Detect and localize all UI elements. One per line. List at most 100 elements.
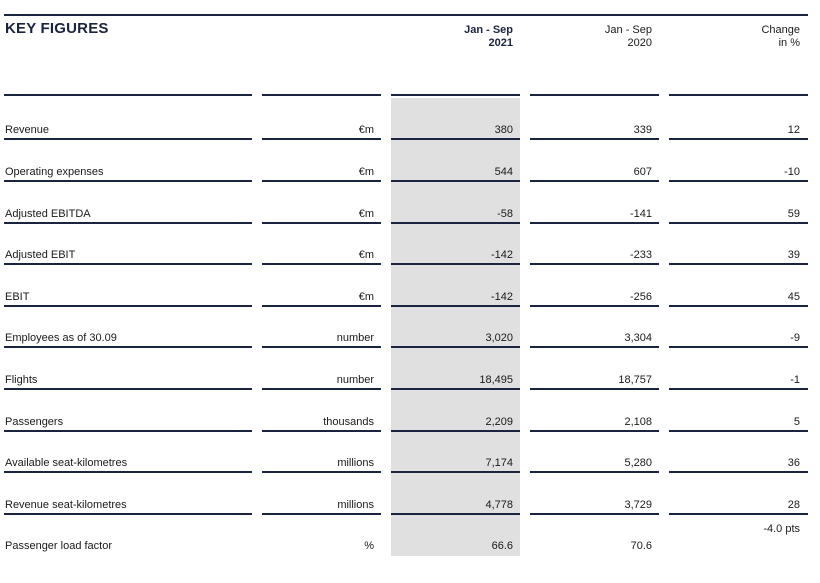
row-rule xyxy=(391,471,520,473)
row-label: Revenue seat-kilometres xyxy=(5,499,127,511)
row-change: 45 xyxy=(787,291,800,303)
row-change: -10 xyxy=(784,166,800,178)
row-rule xyxy=(4,263,252,265)
row-value-2020: -233 xyxy=(629,249,652,261)
row-rule xyxy=(262,430,381,432)
table-row: Employees as of 30.09 number 3,020 3,304… xyxy=(0,331,820,351)
table-row: Adjusted EBITDA €m -58 -141 59 xyxy=(0,207,820,227)
row-unit: number xyxy=(336,332,374,344)
row-rule xyxy=(669,430,808,432)
row-rule xyxy=(530,430,659,432)
row-change: -4.0 pts xyxy=(763,523,800,535)
row-rule xyxy=(262,263,381,265)
row-unit: €m xyxy=(358,291,374,303)
row-rule xyxy=(530,222,659,224)
header-current-line2: 2021 xyxy=(488,37,513,49)
top-rule xyxy=(4,14,808,16)
row-rule xyxy=(4,222,252,224)
row-value-2021: 544 xyxy=(494,166,513,178)
row-rule xyxy=(391,388,520,390)
table-row: Passengers thousands 2,209 2,108 5 xyxy=(0,415,820,435)
row-rule xyxy=(530,263,659,265)
row-change: -1 xyxy=(790,374,800,386)
row-rule xyxy=(262,471,381,473)
row-rule xyxy=(669,222,808,224)
row-rule xyxy=(4,180,252,182)
row-rule xyxy=(4,346,252,348)
row-rule xyxy=(262,388,381,390)
row-change: 36 xyxy=(787,457,800,469)
row-rule xyxy=(391,138,520,140)
row-rule xyxy=(530,305,659,307)
row-value-2021: 66.6 xyxy=(491,540,513,552)
row-label: EBIT xyxy=(5,291,30,303)
row-rule xyxy=(669,388,808,390)
header-rule-current xyxy=(391,94,520,96)
table-row: Revenue seat-kilometres millions 4,778 3… xyxy=(0,498,820,518)
header-previous-period: Jan - Sep 2020 xyxy=(605,24,652,50)
row-value-2021: 18,495 xyxy=(479,374,513,386)
row-label: Employees as of 30.09 xyxy=(5,332,117,344)
row-value-2021: 3,020 xyxy=(485,332,513,344)
row-rule xyxy=(262,513,381,515)
row-rule xyxy=(262,222,381,224)
row-rule xyxy=(4,138,252,140)
row-unit: number xyxy=(336,374,374,386)
row-rule xyxy=(391,180,520,182)
row-rule xyxy=(391,305,520,307)
row-rule xyxy=(391,513,520,515)
row-rule xyxy=(530,346,659,348)
row-label: Revenue xyxy=(5,124,50,136)
current-period-highlight xyxy=(391,98,520,556)
row-change: 59 xyxy=(787,208,800,220)
row-rule xyxy=(530,388,659,390)
row-unit: €m xyxy=(358,249,374,261)
row-label: Passenger load factor xyxy=(5,540,113,552)
row-rule xyxy=(669,346,808,348)
row-value-2020: -256 xyxy=(629,291,652,303)
row-rule xyxy=(262,346,381,348)
row-value-2021: 2,209 xyxy=(485,416,513,428)
row-rule xyxy=(4,388,252,390)
row-rule xyxy=(530,513,659,515)
row-label: Adjusted EBIT xyxy=(5,249,76,261)
row-rule xyxy=(530,471,659,473)
page-title: KEY FIGURES xyxy=(5,20,109,37)
header-change: Change in % xyxy=(761,24,800,50)
row-rule xyxy=(669,138,808,140)
header-rule-unit xyxy=(262,94,381,96)
row-value-2020: 5,280 xyxy=(624,457,652,469)
row-rule xyxy=(391,430,520,432)
row-change: 39 xyxy=(787,249,800,261)
row-unit: €m xyxy=(358,166,374,178)
header-previous-line1: Jan - Sep xyxy=(604,24,652,36)
row-rule xyxy=(4,430,252,432)
row-rule xyxy=(530,138,659,140)
row-rule xyxy=(391,263,520,265)
header-rule-label xyxy=(4,94,252,96)
row-value-2021: 380 xyxy=(494,124,513,136)
row-label: Adjusted EBITDA xyxy=(5,208,91,220)
row-value-2021: -142 xyxy=(490,291,513,303)
table-row: Passenger load factor % 66.6 70.6 xyxy=(0,539,820,559)
row-value-2020: 70.6 xyxy=(630,540,652,552)
row-label: Available seat-kilometres xyxy=(5,457,128,469)
row-rule xyxy=(391,222,520,224)
header-rule-change xyxy=(669,94,808,96)
row-rule xyxy=(669,263,808,265)
row-value-2020: 607 xyxy=(633,166,652,178)
row-label: Passengers xyxy=(5,416,64,428)
row-unit: millions xyxy=(337,457,374,469)
row-rule xyxy=(669,513,808,515)
row-unit: millions xyxy=(337,499,374,511)
header-current-line1: Jan - Sep xyxy=(464,24,513,36)
table-row: Flights number 18,495 18,757 -1 xyxy=(0,373,820,393)
row-value-2020: 2,108 xyxy=(624,416,652,428)
table-row: EBIT €m -142 -256 45 xyxy=(0,290,820,310)
table-row: Adjusted EBIT €m -142 -233 39 xyxy=(0,248,820,268)
table-row: Available seat-kilometres millions 7,174… xyxy=(0,456,820,476)
row-unit: €m xyxy=(358,208,374,220)
row-value-2020: 339 xyxy=(633,124,652,136)
table-row: Operating expenses €m 544 607 -10 xyxy=(0,165,820,185)
header-change-line1: Change xyxy=(761,24,800,36)
